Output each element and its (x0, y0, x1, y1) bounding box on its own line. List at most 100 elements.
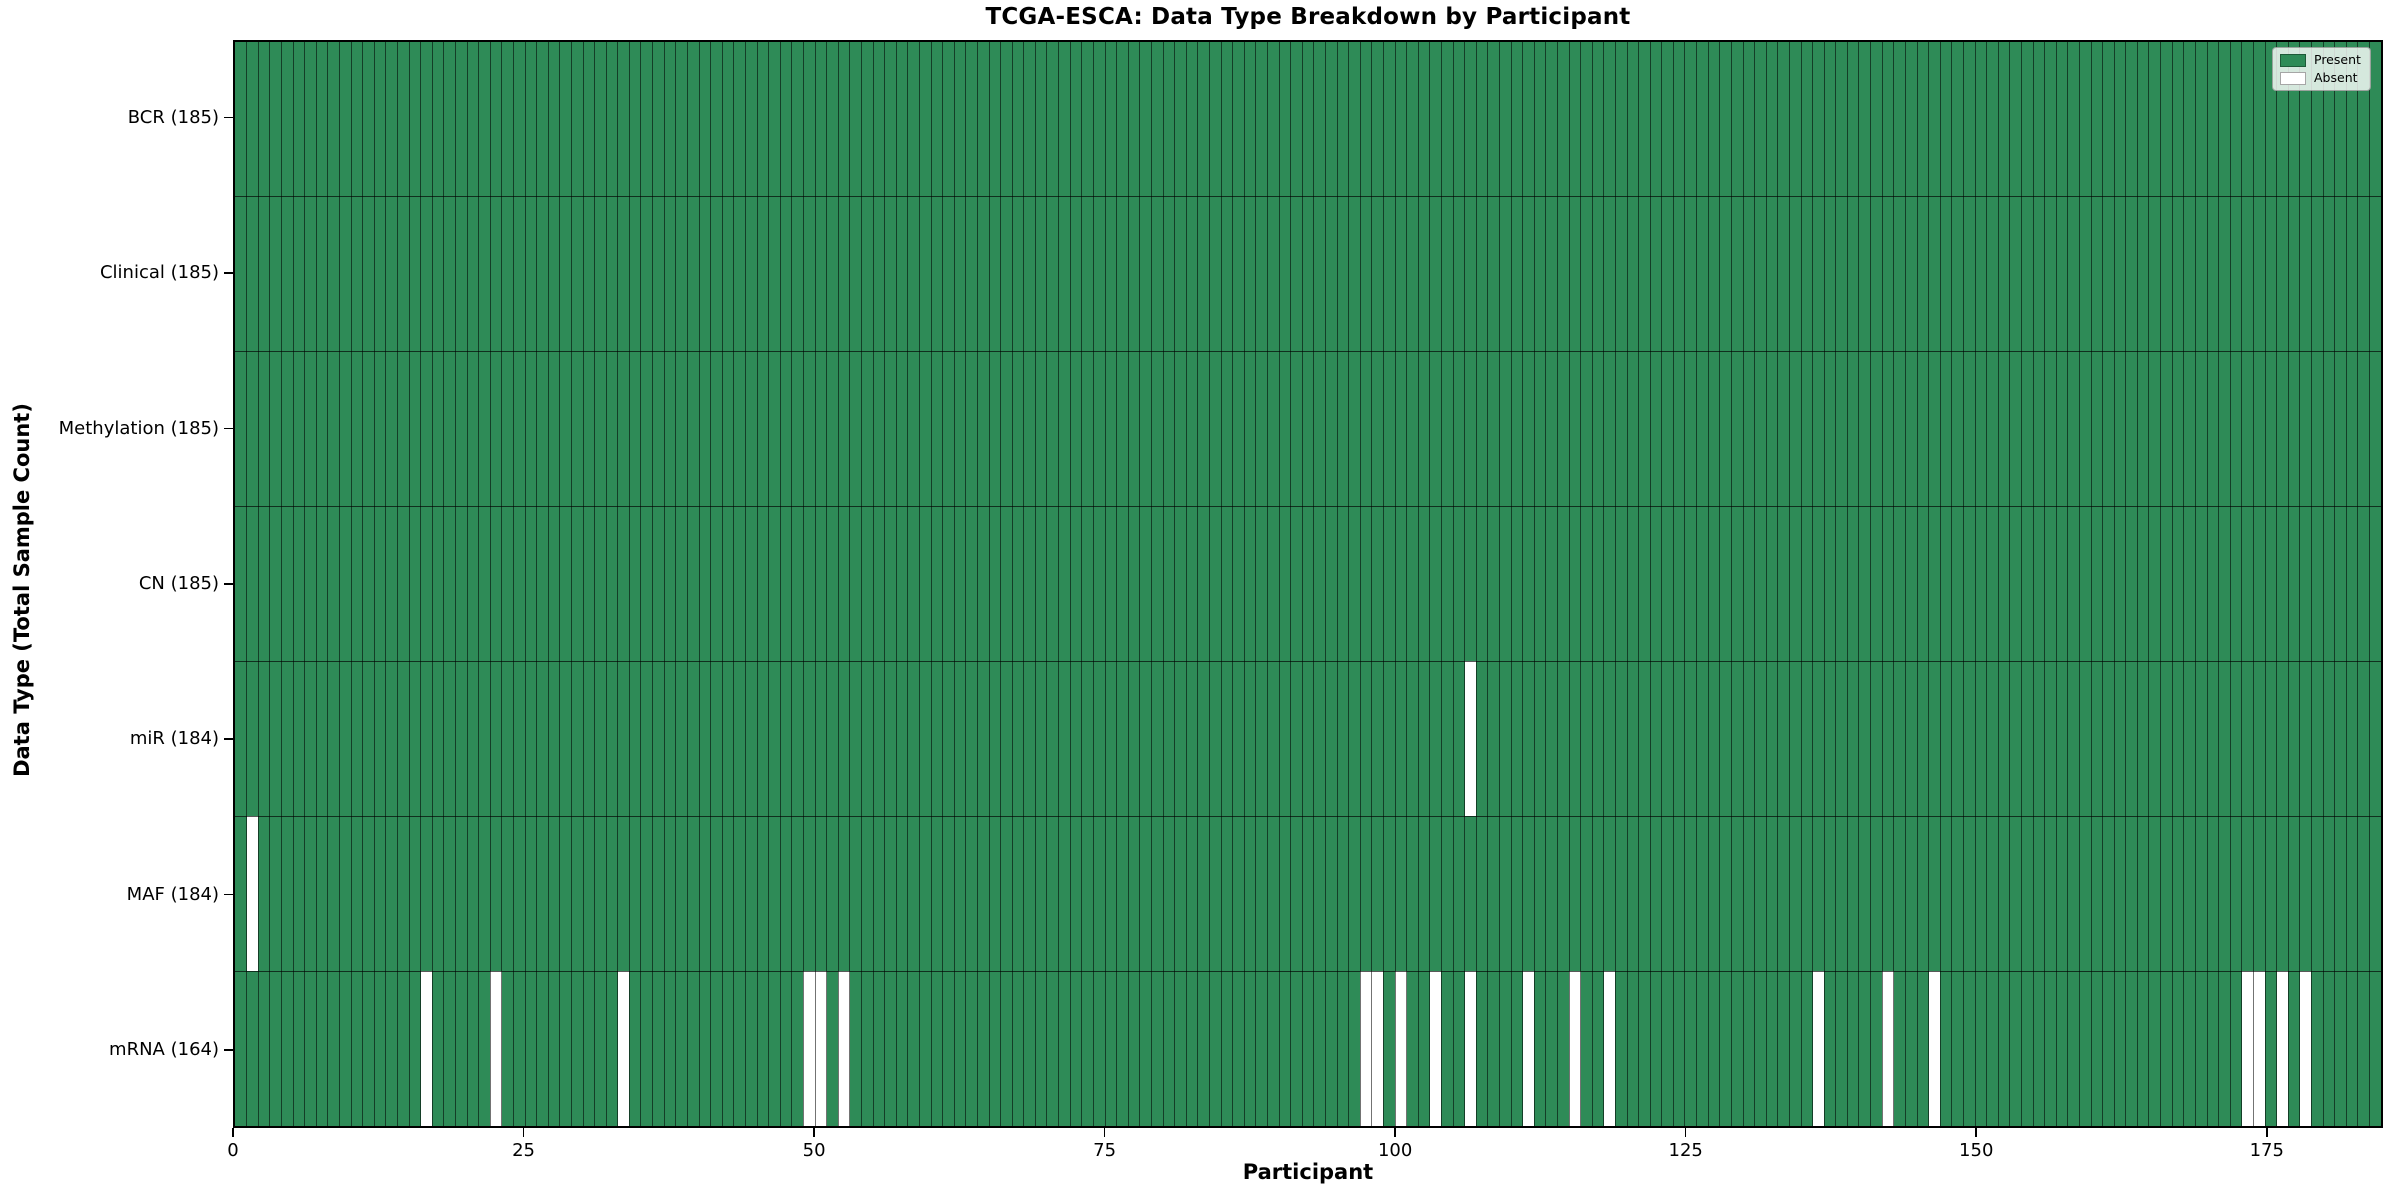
y-tick-mark (224, 738, 233, 741)
grid-vline (385, 42, 387, 1126)
grid-vline (1255, 42, 1257, 1126)
grid-vline (443, 42, 445, 1126)
grid-vline (965, 42, 967, 1126)
grid-vline (2241, 42, 2243, 1126)
x-tick-mark (522, 1128, 525, 1137)
grid-hline (235, 196, 2381, 198)
grid-vline (2032, 42, 2034, 1126)
grid-vline (1150, 42, 1152, 1126)
grid-vline (2299, 42, 2301, 1126)
absent-cell-mRNA-173 (2241, 971, 2254, 1126)
grid-vline (1904, 42, 1906, 1126)
grid-vline (1127, 42, 1129, 1126)
grid-vline (2090, 42, 2092, 1126)
grid-vline (1870, 42, 1872, 1126)
grid-vline (860, 42, 862, 1126)
grid-vline (1208, 42, 1210, 1126)
absent-cell-mRNA-115 (1569, 971, 1581, 1126)
y-tick-label-mRNA: mRNA (164) (109, 1039, 219, 1061)
grid-vline (1220, 42, 1222, 1126)
legend: Present Absent (2272, 47, 2371, 91)
x-tick-mark (2265, 1128, 2268, 1137)
grid-vline (1092, 42, 1094, 1126)
grid-vline (640, 42, 642, 1126)
grid-vline (686, 42, 688, 1126)
grid-vline (2264, 42, 2266, 1126)
absent-cell-mRNA-136 (1812, 971, 1825, 1126)
y-tick-label-MAF: MAF (184) (126, 883, 219, 905)
grid-vline (315, 42, 317, 1126)
absent-cell-mRNA-97 (1360, 971, 1372, 1126)
grid-vline (1730, 42, 1732, 1126)
grid-vline (1684, 42, 1686, 1126)
grid-vline (2310, 42, 2312, 1126)
grid-vline (2078, 42, 2080, 1126)
absent-cell-mRNA-50 (815, 971, 827, 1126)
grid-vline (1788, 42, 1790, 1126)
grid-vline (547, 42, 549, 1126)
grid-vline (1464, 42, 1466, 1126)
grid-vline (605, 42, 607, 1126)
grid-vline (2322, 42, 2324, 1126)
grid-vline (628, 42, 630, 1126)
grid-vline (1232, 42, 1234, 1126)
grid-vline (1823, 42, 1825, 1126)
grid-vline (1104, 42, 1106, 1126)
x-tick-mark (1103, 1128, 1106, 1137)
grid-vline (768, 42, 770, 1126)
legend-item-present: Present (2280, 53, 2361, 67)
x-tick-mark (1394, 1128, 1396, 1137)
grid-vline (478, 42, 480, 1126)
grid-vline (1243, 42, 1245, 1126)
grid-vline (1556, 42, 1558, 1126)
grid-vline (1881, 42, 1883, 1126)
grid-vline (895, 42, 897, 1126)
absent-cell-mRNA-142 (1882, 971, 1894, 1126)
grid-vline (1939, 42, 1941, 1126)
grid-vline (1011, 42, 1013, 1126)
grid-hline (235, 815, 2381, 817)
grid-vline (1696, 42, 1698, 1126)
grid-vline (617, 42, 619, 1126)
grid-vline (1661, 42, 1663, 1126)
y-tick-mark (224, 1049, 233, 1051)
grid-vline (1951, 42, 1953, 1126)
grid-vline (1359, 42, 1361, 1126)
absent-cell-mRNA-146 (1928, 971, 1941, 1126)
y-tick-label-BCR: BCR (185) (127, 106, 219, 128)
grid-vline (1139, 42, 1141, 1126)
grid-vline (2136, 42, 2138, 1126)
x-tick-label-25: 25 (512, 1140, 535, 1161)
grid-vline (1336, 42, 1338, 1126)
chart-title: TCGA-ESCA: Data Type Breakdown by Partic… (985, 4, 1631, 30)
grid-vline (733, 42, 735, 1126)
grid-vline (1162, 42, 1164, 1126)
grid-vline (802, 42, 804, 1126)
grid-vline (408, 42, 410, 1126)
y-tick-mark (224, 272, 233, 274)
grid-vline (2194, 42, 2196, 1126)
y-tick-mark (224, 893, 233, 896)
grid-vline (350, 42, 352, 1126)
grid-vline (907, 42, 909, 1126)
grid-vline (2044, 42, 2046, 1126)
plot-area (233, 40, 2383, 1128)
grid-vline (744, 42, 746, 1126)
grid-vline (976, 42, 978, 1126)
x-tick-label-175: 175 (2249, 1140, 2284, 1161)
grid-vline (280, 42, 282, 1126)
grid-vline (1638, 42, 1640, 1126)
grid-vline (1174, 42, 1176, 1126)
grid-vline (652, 42, 654, 1126)
grid-vline (1278, 42, 1280, 1126)
grid-vline (431, 42, 433, 1126)
grid-vline (2183, 42, 2185, 1126)
grid-vline (1348, 42, 1350, 1126)
grid-vline (1742, 42, 1744, 1126)
grid-vline (1000, 42, 1002, 1126)
y-tick-label-CN: CN (185) (138, 573, 219, 594)
grid-vline (1406, 42, 1408, 1126)
y-tick-label-miR: miR (184) (129, 728, 219, 750)
x-tick-label-75: 75 (1093, 1140, 1117, 1161)
grid-vline (1394, 42, 1396, 1126)
